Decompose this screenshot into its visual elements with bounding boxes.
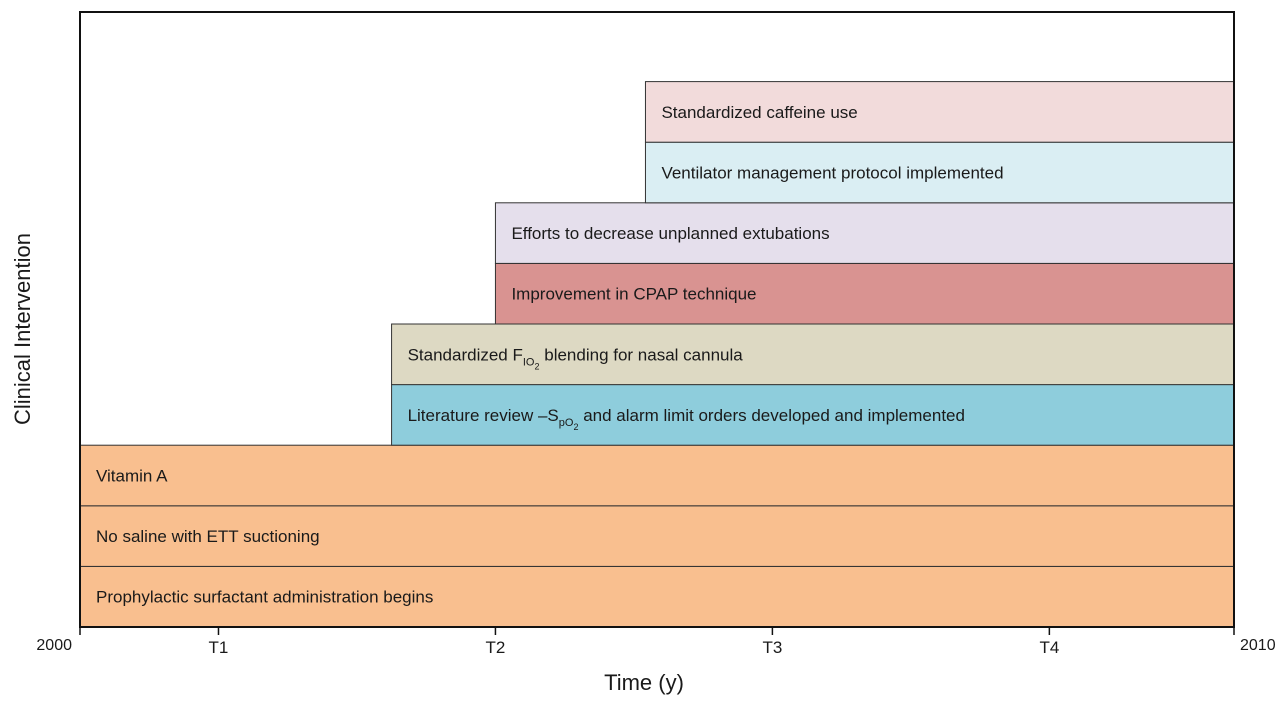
bar-label: Improvement in CPAP technique xyxy=(511,285,756,304)
bar-label: Efforts to decrease unplanned extubation… xyxy=(511,224,829,243)
bar-label-part: and alarm limit orders developed and imp… xyxy=(578,406,964,425)
plot-frame xyxy=(79,11,1235,628)
bar-label: Literature review –SpO2 and alarm limit … xyxy=(408,406,965,432)
x-tick-label: 2010 xyxy=(1240,637,1276,654)
intervention-bar xyxy=(79,505,1235,567)
intervention-bar xyxy=(79,444,1235,507)
bar-label-part: IO xyxy=(523,356,535,368)
x-axis-label: Time (y) xyxy=(604,670,684,695)
x-tick-label: T4 xyxy=(1039,638,1059,657)
bar-label: Standardized FIO2 blending for nasal can… xyxy=(408,345,744,371)
intervention-bar xyxy=(644,81,1235,143)
x-tick-label: 2000 xyxy=(36,637,72,654)
bar-label: No saline with ETT suctioning xyxy=(96,527,320,546)
intervention-bar xyxy=(79,565,1235,628)
bar-label-part: 2 xyxy=(535,361,540,371)
bar-label: Ventilator management protocol implement… xyxy=(661,164,1003,183)
y-axis-label: Clinical Intervention xyxy=(10,233,35,425)
x-tick-label: T2 xyxy=(486,638,506,657)
intervention-bar xyxy=(494,262,1235,325)
bar-label-part: 2 xyxy=(573,422,578,432)
bar-label-part: pO xyxy=(559,417,574,429)
bar-label-part: Standardized F xyxy=(408,345,523,364)
bar-label-part: Literature review –S xyxy=(408,406,559,425)
bar-label-part: blending for nasal cannula xyxy=(540,345,744,364)
intervention-bar xyxy=(494,202,1235,264)
x-tick-label: T3 xyxy=(762,638,782,657)
x-tick-label: T1 xyxy=(209,638,229,657)
bar-label: Vitamin A xyxy=(96,467,168,486)
bar-label: Standardized caffeine use xyxy=(661,103,857,122)
bar-label: Prophylactic surfactant administration b… xyxy=(96,588,433,607)
intervention-bar xyxy=(644,141,1235,204)
